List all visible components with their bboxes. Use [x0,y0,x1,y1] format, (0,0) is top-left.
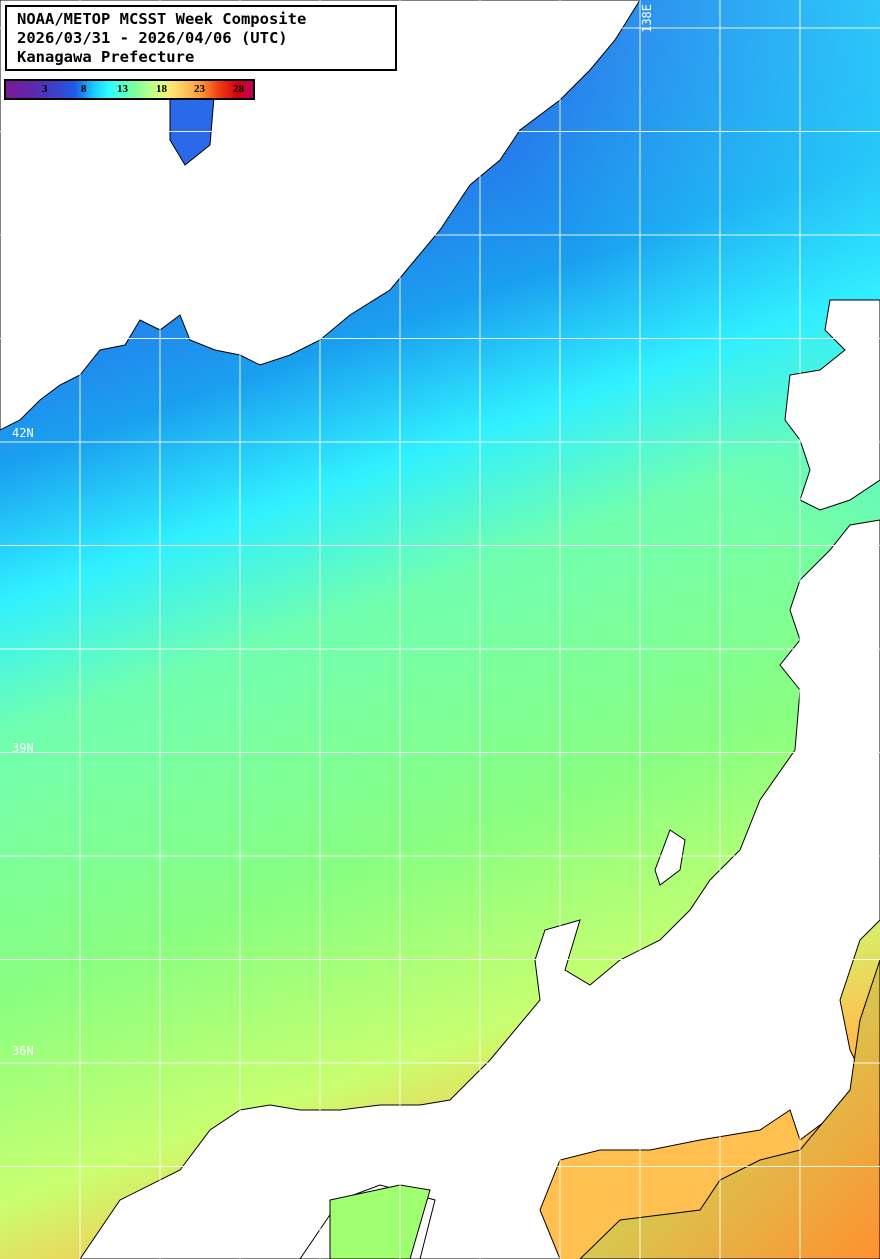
land-sado [654,829,686,886]
colorbar-tick: 13 [117,83,128,95]
latitude-label-39n: 39N [12,741,34,755]
title-line-1: NOAA/METOP MCSST Week Composite [17,10,307,28]
latitude-label-42n: 42N [12,426,34,440]
sea-inland [329,1184,431,1259]
colorbar-tick: 28 [233,83,244,95]
colorbar-tick: 23 [194,83,205,95]
colorbar-tick: 18 [156,83,167,95]
temperature-colorbar: 3 8 13 18 23 28 [4,79,255,100]
land-hokkaido [784,299,880,511]
land-honshu [79,519,880,1259]
title-line-2: 2026/03/31 - 2026/04/06 (UTC) [17,29,288,47]
title-box: NOAA/METOP MCSST Week Composite 2026/03/… [5,5,397,71]
colorbar-tick: 3 [42,83,48,95]
colorbar-tick: 8 [81,83,87,95]
latitude-label-36n: 36N [12,1044,34,1058]
longitude-label-138e: 138E [640,4,654,33]
title-line-3: Kanagawa Prefecture [17,48,195,66]
